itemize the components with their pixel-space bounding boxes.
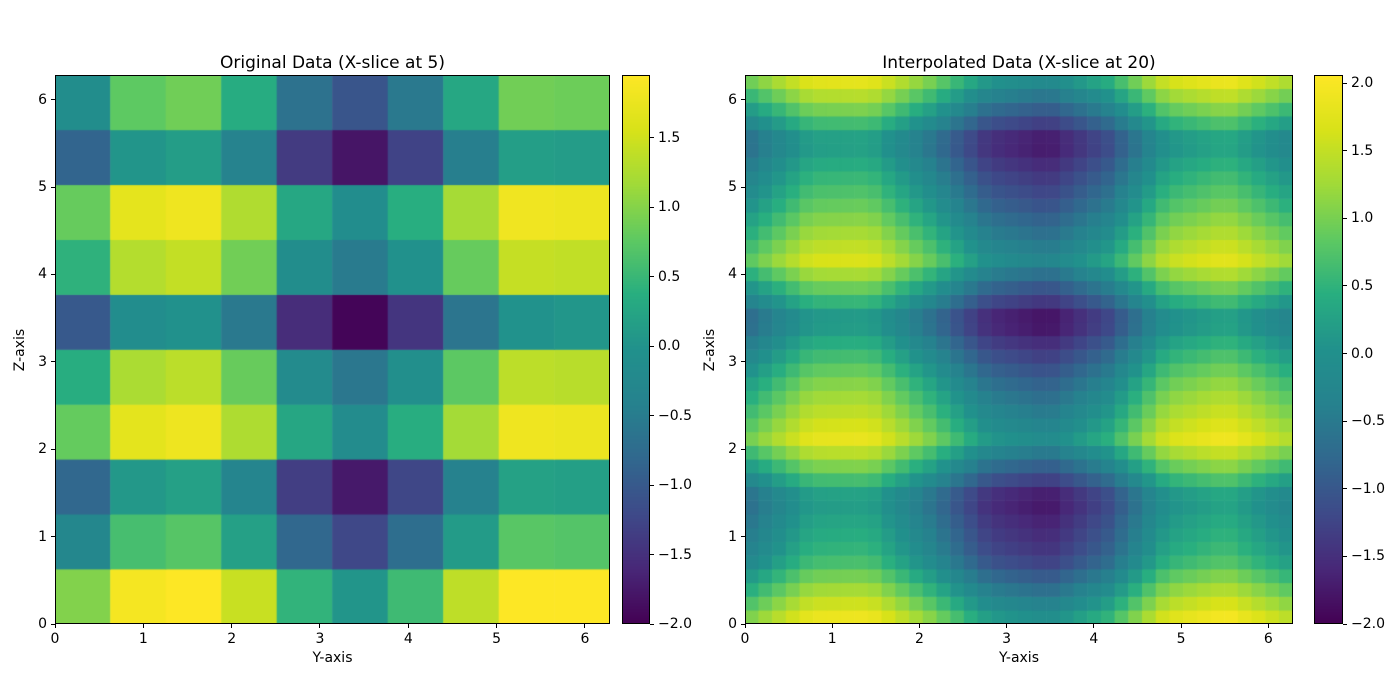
right-x-tick-label: 4 xyxy=(1089,631,1099,647)
right-colorbar-tick-label: −2.0 xyxy=(1351,616,1385,632)
right-colorbar-tick-mark xyxy=(1343,150,1347,152)
left-colorbar-tick-mark xyxy=(650,623,654,625)
right-colorbar-tick-label: 0.0 xyxy=(1351,345,1374,362)
right-colorbar-tick-mark xyxy=(1343,555,1347,557)
left-colorbar-tick-mark xyxy=(650,276,654,278)
right-y-tick-label: 2 xyxy=(728,441,737,458)
left-y-tick-label: 2 xyxy=(38,441,47,458)
right-x-tick-label: 5 xyxy=(1176,631,1186,647)
left-y-tick-mark xyxy=(51,623,55,625)
right-y-tick-mark xyxy=(741,361,745,363)
left-x-tick-label: 4 xyxy=(403,631,413,647)
left-x-tick-mark xyxy=(319,624,321,628)
left-x-tick-mark xyxy=(584,624,586,628)
left-colorbar-tick-label: −2.0 xyxy=(658,616,692,632)
left-colorbar-tick-label: 1.0 xyxy=(658,199,681,216)
left-xaxis-label: Y-axis xyxy=(312,650,353,666)
right-x-tick-mark xyxy=(744,624,746,628)
left-y-tick-label: 0 xyxy=(38,616,47,632)
left-x-tick-label: 0 xyxy=(50,631,60,647)
left-x-tick-label: 2 xyxy=(227,631,237,647)
right-xaxis-label: Y-axis xyxy=(999,650,1039,666)
left-x-tick-mark xyxy=(407,624,409,628)
left-x-tick-mark xyxy=(142,624,144,628)
right-x-tick-label: 2 xyxy=(914,631,924,647)
left-y-tick-mark xyxy=(51,448,55,450)
left-y-tick-mark xyxy=(51,273,55,275)
right-y-tick-label: 4 xyxy=(728,266,737,283)
right-colorbar-tick-mark xyxy=(1343,623,1347,625)
right-x-tick-mark xyxy=(1093,624,1095,628)
left-y-tick-label: 6 xyxy=(38,91,47,108)
right-y-tick-label: 0 xyxy=(728,616,737,632)
right-x-tick-mark xyxy=(918,624,920,628)
right-colorbar-tick-mark xyxy=(1343,285,1347,287)
right-y-tick-mark xyxy=(741,448,745,450)
left-x-tick-mark xyxy=(496,624,498,628)
left-x-tick-label: 1 xyxy=(138,631,148,647)
right-y-tick-mark xyxy=(741,99,745,101)
left-x-tick-label: 6 xyxy=(580,631,590,647)
left-y-tick-label: 3 xyxy=(38,353,47,370)
right-y-tick-mark xyxy=(741,186,745,188)
right-colorbar-tick-label: 2.0 xyxy=(1351,75,1374,92)
left-x-tick-mark xyxy=(231,624,233,628)
left-x-tick-label: 3 xyxy=(315,631,325,647)
right-colorbar-tick-mark xyxy=(1343,353,1347,355)
left-colorbar-tick-label: −1.0 xyxy=(658,477,692,493)
left-colorbar-tick-label: 1.5 xyxy=(658,129,681,146)
right-colorbar-tick-mark xyxy=(1343,488,1347,490)
left-x-tick-mark xyxy=(54,624,56,628)
left-colorbar-tick-mark xyxy=(650,484,654,486)
right-colorbar-tick-label: 0.5 xyxy=(1351,277,1374,294)
right-x-tick-label: 1 xyxy=(827,631,837,647)
left-colorbar-tick-mark xyxy=(650,137,654,139)
right-colorbar-tick-label: −1.0 xyxy=(1351,480,1385,497)
right-y-tick-label: 5 xyxy=(728,179,737,196)
right-colorbar xyxy=(1314,75,1343,624)
left-y-tick-label: 5 xyxy=(38,179,47,196)
right-colorbar-tick-label: 1.0 xyxy=(1351,210,1374,227)
right-colorbar-tick-mark xyxy=(1343,217,1347,219)
left-colorbar-tick-mark xyxy=(650,554,654,555)
left-heatmap xyxy=(55,75,610,624)
left-y-tick-label: 1 xyxy=(38,528,47,545)
left-y-tick-mark xyxy=(51,99,55,101)
right-y-tick-label: 3 xyxy=(728,353,737,370)
left-colorbar xyxy=(622,75,650,624)
right-y-tick-label: 6 xyxy=(728,91,737,108)
right-x-tick-mark xyxy=(1006,624,1008,628)
left-colorbar-tick-label: 0.0 xyxy=(658,338,681,355)
left-colorbar-tick-mark xyxy=(650,345,654,347)
right-y-tick-mark xyxy=(741,623,745,625)
right-x-tick-mark xyxy=(1267,624,1269,628)
right-heatmap xyxy=(745,75,1293,624)
left-x-tick-label: 5 xyxy=(492,631,502,647)
right-colorbar-tick-mark xyxy=(1343,82,1347,84)
left-y-tick-mark xyxy=(51,186,55,188)
right-colorbar-tick-label: −0.5 xyxy=(1351,413,1385,430)
right-colorbar-tick-label: 1.5 xyxy=(1351,142,1374,159)
right-colorbar-tick-label: −1.5 xyxy=(1351,548,1385,565)
right-x-tick-mark xyxy=(831,624,833,628)
left-colorbar-tick-mark xyxy=(650,206,654,208)
left-y-tick-mark xyxy=(51,361,55,363)
right-y-tick-label: 1 xyxy=(728,528,737,545)
right-x-tick-label: 6 xyxy=(1263,631,1273,647)
left-colorbar-tick-label: −1.5 xyxy=(658,546,692,563)
right-x-tick-mark xyxy=(1180,624,1182,628)
right-plot-title: Interpolated Data (X-slice at 20) xyxy=(882,53,1156,73)
left-colorbar-tick-label: 0.5 xyxy=(658,268,681,285)
left-y-tick-mark xyxy=(51,536,55,538)
right-colorbar-tick-mark xyxy=(1343,420,1347,422)
right-x-tick-label: 3 xyxy=(1002,631,1012,647)
right-y-tick-mark xyxy=(741,273,745,275)
left-colorbar-tick-mark xyxy=(650,415,654,417)
right-x-tick-label: 0 xyxy=(740,631,750,647)
left-plot-title: Original Data (X-slice at 5) xyxy=(220,53,445,73)
left-y-tick-label: 4 xyxy=(38,266,47,283)
left-colorbar-tick-label: −0.5 xyxy=(658,407,692,424)
right-y-tick-mark xyxy=(741,536,745,538)
